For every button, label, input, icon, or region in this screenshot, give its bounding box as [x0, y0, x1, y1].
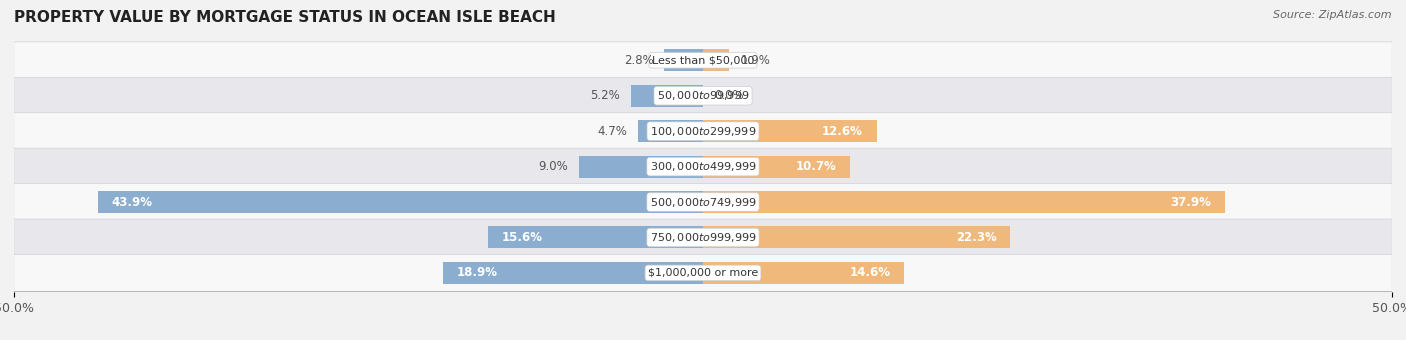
Bar: [579, 156, 703, 177]
Text: 4.7%: 4.7%: [598, 125, 627, 138]
Text: $500,000 to $749,999: $500,000 to $749,999: [650, 195, 756, 208]
Text: $750,000 to $999,999: $750,000 to $999,999: [650, 231, 756, 244]
Text: 22.3%: 22.3%: [956, 231, 997, 244]
Text: 1.9%: 1.9%: [740, 54, 770, 67]
FancyBboxPatch shape: [14, 77, 1392, 114]
Text: 14.6%: 14.6%: [849, 267, 890, 279]
Bar: [631, 85, 703, 107]
Bar: [703, 262, 904, 284]
FancyBboxPatch shape: [14, 113, 1392, 150]
Bar: [703, 191, 1225, 213]
Text: Less than $50,000: Less than $50,000: [652, 55, 754, 65]
Text: 10.7%: 10.7%: [796, 160, 837, 173]
Bar: [703, 226, 1011, 249]
FancyBboxPatch shape: [14, 219, 1392, 256]
Text: $1,000,000 or more: $1,000,000 or more: [648, 268, 758, 278]
Text: $300,000 to $499,999: $300,000 to $499,999: [650, 160, 756, 173]
FancyBboxPatch shape: [14, 184, 1392, 220]
Text: 9.0%: 9.0%: [538, 160, 568, 173]
Bar: [703, 156, 851, 177]
Bar: [98, 191, 703, 213]
Text: $100,000 to $299,999: $100,000 to $299,999: [650, 125, 756, 138]
Text: 18.9%: 18.9%: [457, 267, 498, 279]
Text: $50,000 to $99,999: $50,000 to $99,999: [657, 89, 749, 102]
Text: PROPERTY VALUE BY MORTGAGE STATUS IN OCEAN ISLE BEACH: PROPERTY VALUE BY MORTGAGE STATUS IN OCE…: [14, 10, 555, 25]
Text: Source: ZipAtlas.com: Source: ZipAtlas.com: [1274, 10, 1392, 20]
Text: 2.8%: 2.8%: [624, 54, 654, 67]
FancyBboxPatch shape: [14, 254, 1392, 291]
Text: 5.2%: 5.2%: [591, 89, 620, 102]
Text: 15.6%: 15.6%: [502, 231, 543, 244]
Bar: [665, 49, 703, 71]
Bar: [443, 262, 703, 284]
Text: 12.6%: 12.6%: [823, 125, 863, 138]
Text: 43.9%: 43.9%: [112, 195, 153, 208]
Text: 37.9%: 37.9%: [1171, 195, 1212, 208]
Bar: [638, 120, 703, 142]
FancyBboxPatch shape: [14, 148, 1392, 185]
Bar: [703, 120, 876, 142]
FancyBboxPatch shape: [14, 42, 1392, 79]
Bar: [488, 226, 703, 249]
Text: 0.0%: 0.0%: [714, 89, 744, 102]
Bar: [703, 49, 730, 71]
